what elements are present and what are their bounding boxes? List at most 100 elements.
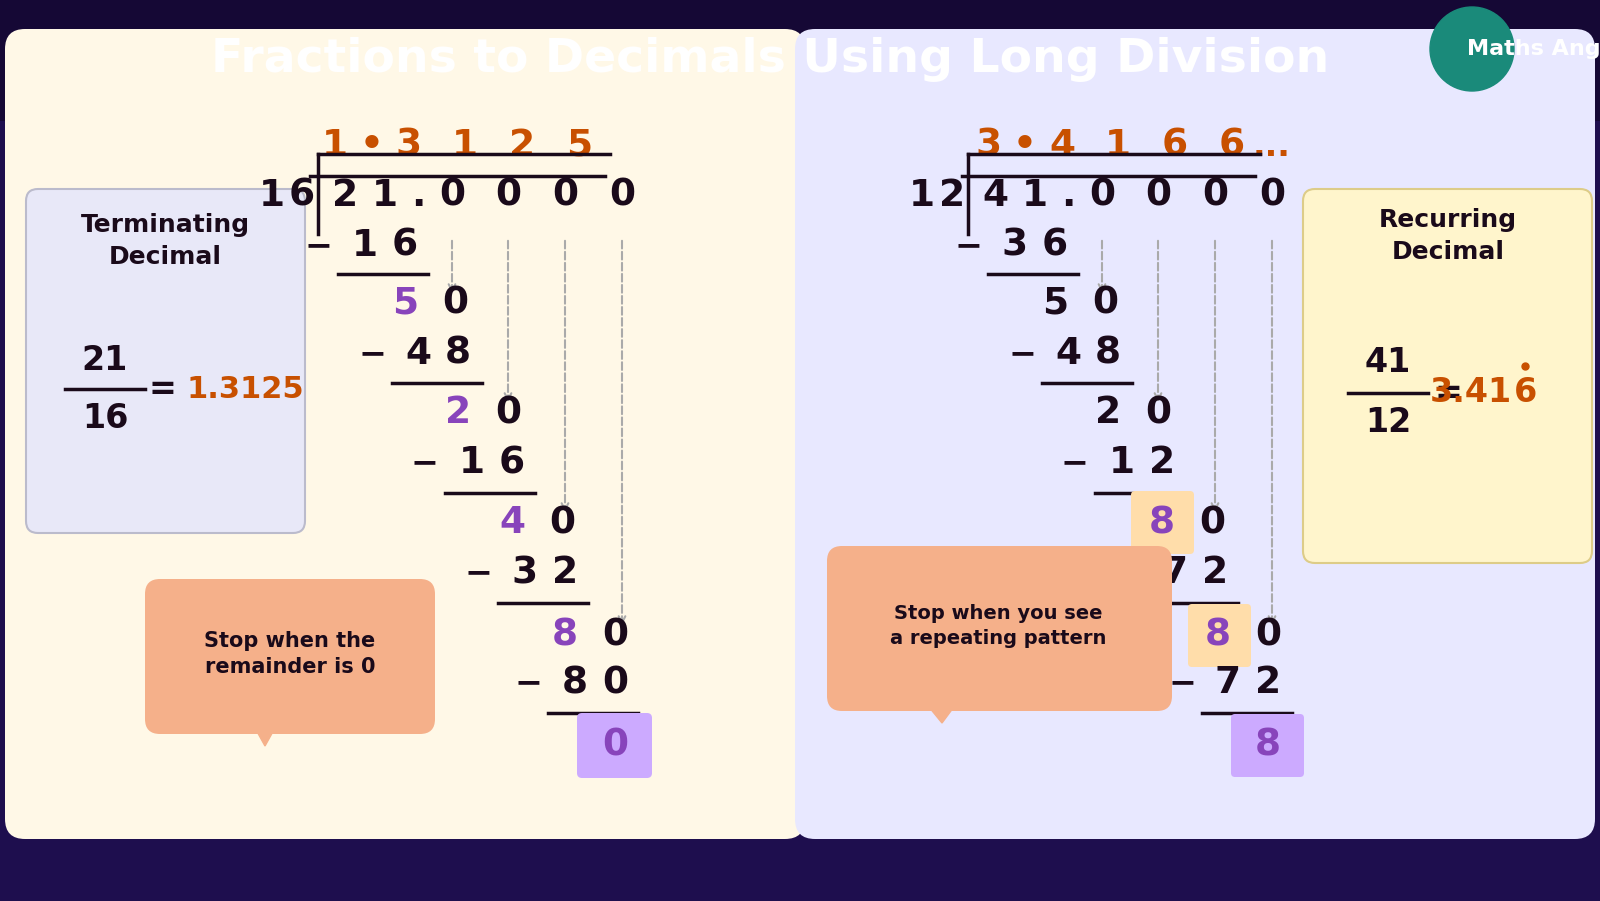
Text: 0: 0 xyxy=(549,505,574,541)
Text: 2: 2 xyxy=(552,555,578,591)
Text: 6: 6 xyxy=(392,228,418,264)
Text: 0: 0 xyxy=(438,178,466,214)
Text: 1: 1 xyxy=(352,228,378,264)
Text: 0: 0 xyxy=(1259,178,1285,214)
Text: 3.41: 3.41 xyxy=(1430,377,1512,409)
Text: 6: 6 xyxy=(290,178,315,214)
FancyBboxPatch shape xyxy=(1187,604,1251,667)
Text: 0: 0 xyxy=(1146,178,1171,214)
Text: 8: 8 xyxy=(562,665,589,701)
Text: −: − xyxy=(1114,557,1142,589)
FancyBboxPatch shape xyxy=(795,29,1595,839)
Text: 0: 0 xyxy=(552,178,578,214)
Text: •: • xyxy=(360,128,384,164)
FancyBboxPatch shape xyxy=(1131,491,1194,554)
Text: −: − xyxy=(1168,667,1197,699)
Text: 8: 8 xyxy=(552,618,578,654)
Text: −: − xyxy=(304,230,333,262)
Text: 4: 4 xyxy=(1050,128,1075,164)
Text: −: − xyxy=(514,667,542,699)
Text: 2: 2 xyxy=(939,178,965,214)
Text: 1: 1 xyxy=(1022,178,1048,214)
Text: 0: 0 xyxy=(602,728,627,764)
Text: 7: 7 xyxy=(1214,665,1242,701)
Text: 1.3125: 1.3125 xyxy=(186,375,304,404)
Text: −: − xyxy=(1061,447,1090,479)
Text: 2: 2 xyxy=(1202,555,1229,591)
Text: 2: 2 xyxy=(1254,665,1282,701)
FancyBboxPatch shape xyxy=(1302,189,1592,563)
Text: Terminating
Decimal: Terminating Decimal xyxy=(80,214,250,268)
Text: 12: 12 xyxy=(1365,406,1411,440)
Text: 0: 0 xyxy=(1090,178,1115,214)
Text: 1: 1 xyxy=(909,178,934,214)
Text: −: − xyxy=(1008,338,1037,370)
Text: 4: 4 xyxy=(1054,336,1082,372)
Text: ...: ... xyxy=(1253,130,1291,162)
Text: 6: 6 xyxy=(1162,128,1189,164)
Text: 0: 0 xyxy=(494,178,522,214)
FancyBboxPatch shape xyxy=(578,713,653,778)
Text: 21: 21 xyxy=(82,344,128,378)
Text: 41: 41 xyxy=(1365,347,1411,379)
Text: 4: 4 xyxy=(499,505,525,541)
Text: 2: 2 xyxy=(1149,445,1174,481)
Text: 0: 0 xyxy=(494,395,522,431)
Text: 16: 16 xyxy=(82,403,128,435)
Text: 2: 2 xyxy=(509,128,534,164)
Text: 8: 8 xyxy=(445,336,470,372)
Text: 6: 6 xyxy=(499,445,525,481)
FancyBboxPatch shape xyxy=(26,189,306,533)
Text: 7: 7 xyxy=(1162,555,1189,591)
Text: 0: 0 xyxy=(1202,178,1229,214)
Text: .: . xyxy=(1061,178,1075,214)
Text: 1: 1 xyxy=(259,178,285,214)
Text: 8: 8 xyxy=(1094,336,1122,372)
Text: 1: 1 xyxy=(451,128,478,164)
Text: 8: 8 xyxy=(1149,505,1174,541)
Text: .: . xyxy=(411,178,426,214)
Polygon shape xyxy=(920,696,962,723)
Text: 2: 2 xyxy=(1094,395,1122,431)
Text: 0: 0 xyxy=(442,286,467,322)
Text: 4: 4 xyxy=(982,178,1008,214)
Text: 1: 1 xyxy=(1106,128,1131,164)
Text: −: − xyxy=(464,557,493,589)
Text: 5: 5 xyxy=(566,128,592,164)
FancyBboxPatch shape xyxy=(1230,714,1304,777)
Text: 3: 3 xyxy=(512,555,538,591)
Text: −: − xyxy=(358,338,386,370)
Text: 8: 8 xyxy=(1205,618,1230,654)
Text: 3: 3 xyxy=(974,128,1002,164)
Text: Stop when the
remainder is 0: Stop when the remainder is 0 xyxy=(205,631,376,678)
Circle shape xyxy=(1430,7,1514,91)
Text: 1: 1 xyxy=(322,128,349,164)
Text: 0: 0 xyxy=(602,618,627,654)
Text: 6: 6 xyxy=(1514,377,1536,409)
Text: 1: 1 xyxy=(371,178,398,214)
Text: =: = xyxy=(149,372,176,405)
Text: Recurring
Decimal: Recurring Decimal xyxy=(1379,208,1517,264)
Text: 1: 1 xyxy=(459,445,485,481)
Text: 5: 5 xyxy=(1042,286,1069,322)
Text: 6: 6 xyxy=(1042,228,1069,264)
Text: −: − xyxy=(954,230,982,262)
Text: 0: 0 xyxy=(602,665,627,701)
Polygon shape xyxy=(250,719,280,746)
Text: 3: 3 xyxy=(1002,228,1029,264)
Text: 0: 0 xyxy=(1198,505,1226,541)
Text: 3: 3 xyxy=(395,128,421,164)
Text: −: − xyxy=(411,447,438,479)
Text: 5: 5 xyxy=(392,286,418,322)
Text: 4: 4 xyxy=(405,336,430,372)
Text: 6: 6 xyxy=(1219,128,1245,164)
Text: 0: 0 xyxy=(1254,618,1282,654)
Text: 0: 0 xyxy=(1146,395,1171,431)
FancyBboxPatch shape xyxy=(146,579,435,734)
Text: 2: 2 xyxy=(445,395,470,431)
Text: •: • xyxy=(1013,128,1037,164)
Text: 0: 0 xyxy=(1091,286,1118,322)
Text: 1: 1 xyxy=(1109,445,1134,481)
Text: Fractions to Decimals Using Long Division: Fractions to Decimals Using Long Divisio… xyxy=(211,37,1330,81)
Text: 0: 0 xyxy=(610,178,635,214)
